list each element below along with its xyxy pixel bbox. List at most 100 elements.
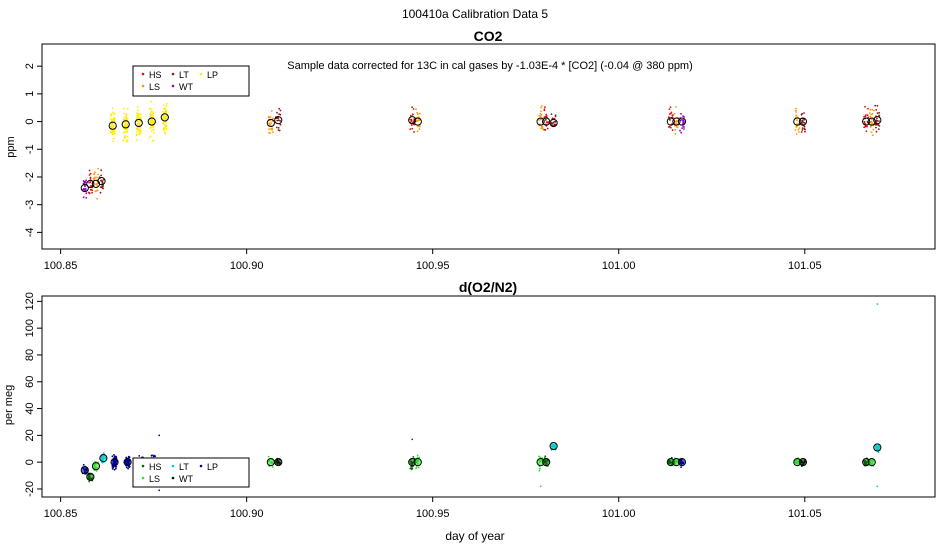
o2n2-outlier-point	[411, 438, 414, 441]
o2n2-point	[411, 467, 414, 470]
co2-point	[163, 104, 165, 106]
o2n2-legend-label: WT	[179, 474, 193, 484]
co2-point	[268, 131, 270, 134]
co2-point	[97, 173, 99, 176]
co2-point	[165, 115, 168, 117]
co2-point	[124, 124, 126, 127]
co2-point	[410, 120, 413, 123]
o2n2-point	[127, 467, 129, 470]
o2n2-point	[102, 452, 105, 454]
co2-point	[110, 119, 113, 121]
co2-point	[100, 174, 102, 177]
o2n2-point	[415, 467, 417, 470]
co2-legend-swatch	[141, 72, 145, 76]
o2n2-point	[267, 455, 270, 458]
o2n2-mean-marker	[86, 472, 95, 481]
co2-point	[137, 116, 140, 119]
o2n2-plot-frame	[41, 295, 936, 498]
co2-point	[410, 124, 413, 126]
co2-point	[123, 107, 125, 110]
co2-point	[868, 112, 871, 114]
co2-point	[89, 181, 92, 184]
co2-point	[671, 114, 674, 117]
co2-point	[271, 129, 273, 131]
co2-y-axis-label: ppm	[5, 136, 17, 157]
o2n2-point	[113, 454, 115, 456]
co2-point	[140, 121, 142, 123]
o2n2-x-tick-label: 100.90	[230, 508, 264, 520]
co2-point	[165, 125, 168, 127]
o2n2-legend-label: LS	[149, 474, 160, 484]
co2-point	[111, 107, 114, 109]
co2-y-tick-label: -1	[24, 144, 36, 154]
co2-point	[109, 118, 112, 120]
co2-point	[550, 122, 553, 125]
o2n2-legend-box	[132, 457, 250, 488]
co2-point	[875, 130, 878, 133]
co2-point	[278, 113, 280, 116]
o2n2-point	[415, 466, 418, 468]
co2-point	[409, 128, 412, 131]
o2n2-y-tick-label: -20	[24, 481, 36, 497]
co2-point	[869, 108, 872, 111]
co2-point	[113, 119, 116, 121]
o2n2-mean-marker	[542, 458, 551, 467]
o2n2-legend-swatch	[199, 464, 203, 468]
o2n2-means	[80, 441, 882, 481]
co2-point	[149, 135, 152, 138]
co2-point	[149, 122, 152, 125]
co2-point	[669, 106, 672, 108]
o2n2-mean-marker	[677, 458, 687, 467]
o2n2-y-tick-label: 60	[24, 376, 36, 388]
co2-point	[878, 111, 881, 114]
co2-y-tick-label: 0	[24, 119, 36, 125]
co2-mean-marker	[793, 117, 802, 126]
o2n2-point	[539, 467, 541, 470]
co2-point	[123, 136, 126, 139]
co2-x-tick-label: 101.00	[602, 260, 636, 272]
co2-mean-marker	[274, 116, 283, 125]
co2-point	[412, 108, 415, 110]
co2-x-axis: 100.85 100.90 100.95 101.00 101.05	[44, 249, 822, 272]
co2-point	[667, 126, 670, 128]
co2-point	[878, 120, 880, 122]
co2-point	[163, 118, 166, 121]
co2-point	[268, 122, 270, 124]
co2-point	[136, 130, 139, 133]
o2n2-x-tick-label: 100.85	[44, 508, 78, 520]
co2-point	[683, 126, 685, 128]
co2-point	[152, 129, 155, 131]
co2-point	[272, 131, 274, 134]
co2-point	[671, 129, 674, 132]
co2-point	[162, 122, 165, 125]
co2-point	[415, 108, 417, 111]
co2-point	[411, 106, 413, 109]
co2-point	[682, 115, 684, 117]
co2-point	[149, 120, 152, 123]
co2-point	[99, 191, 102, 194]
co2-point	[95, 183, 98, 186]
co2-point	[803, 122, 806, 124]
o2n2-legend: HS LS LT WT LP	[132, 457, 250, 488]
co2-point	[151, 114, 154, 116]
co2-point	[668, 108, 671, 110]
co2-point	[85, 192, 88, 195]
co2-point	[544, 106, 546, 109]
co2-point	[110, 131, 112, 134]
co2-point	[126, 107, 129, 110]
co2-point	[149, 114, 152, 117]
co2-point	[550, 113, 553, 115]
co2-point	[112, 113, 115, 116]
co2-point	[125, 130, 127, 133]
o2n2-mean-marker	[413, 458, 422, 467]
co2-point	[89, 172, 92, 175]
co2-point	[109, 113, 112, 115]
co2-point	[151, 119, 154, 122]
o2n2-y-axis-label: per meg	[3, 385, 15, 425]
co2-point	[137, 128, 140, 131]
o2n2-panel: d(O2/N2) per meg day of year -20 0 20 40 60 8…	[3, 279, 936, 543]
co2-point	[125, 117, 128, 119]
co2-point	[138, 123, 141, 126]
co2-point	[866, 125, 868, 128]
